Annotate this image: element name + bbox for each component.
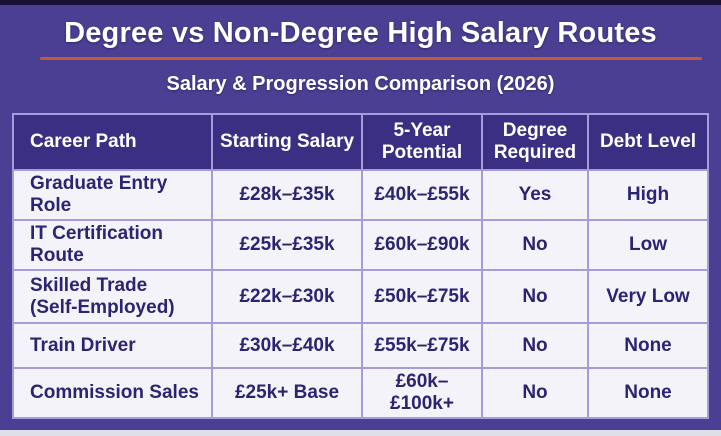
table-row: Skilled Trade (Self-Employed) £22k–£30k … [12, 269, 709, 324]
table-cell-career-path: Graduate Entry Role [12, 169, 213, 221]
table-cell-5-year-potential: £60k–£90k [361, 219, 483, 271]
table-cell-degree-required: No [481, 367, 589, 419]
column-header-debt-level: Debt Level [587, 113, 709, 171]
table-cell-starting-salary: £22k–£30k [211, 269, 363, 324]
table-cell-debt-level: None [587, 367, 709, 419]
table-cell-career-path: Commission Sales [12, 367, 213, 419]
table-cell-starting-salary: £25k–£35k [211, 219, 363, 271]
table-cell-debt-level: Low [587, 219, 709, 271]
title-divider-line [40, 57, 702, 60]
table-header-row: Career Path Starting Salary 5-Year Poten… [12, 113, 709, 171]
table-row: IT Certification Route £25k–£35k £60k–£9… [12, 219, 709, 271]
table-cell-degree-required: No [481, 219, 589, 271]
page-title: Degree vs Non-Degree High Salary Routes [64, 17, 657, 49]
table-cell-5-year-potential: £50k–£75k [361, 269, 483, 324]
page-subtitle: Salary & Progression Comparison (2026) [166, 73, 555, 95]
table-row: Commission Sales £25k+ Base £60k–£100k+ … [12, 367, 709, 419]
table-row: Graduate Entry Role £28k–£35k £40k–£55k … [12, 169, 709, 221]
table-cell-5-year-potential: £60k–£100k+ [361, 367, 483, 419]
table-cell-degree-required: No [481, 269, 589, 324]
table-cell-debt-level: High [587, 169, 709, 221]
table-cell-debt-level: Very Low [587, 269, 709, 324]
table-cell-degree-required: No [481, 322, 589, 369]
table-cell-5-year-potential: £40k–£55k [361, 169, 483, 221]
table-cell-degree-required: Yes [481, 169, 589, 221]
table-row: Train Driver £30k–£40k £55k–£75k No None [12, 322, 709, 369]
table-cell-career-path: IT Certification Route [12, 219, 213, 271]
table-cell-debt-level: None [587, 322, 709, 369]
table-cell-career-path: Train Driver [12, 322, 213, 369]
table-cell-5-year-potential: £55k–£75k [361, 322, 483, 369]
column-header-career-path: Career Path [12, 113, 213, 171]
table-cell-starting-salary: £30k–£40k [211, 322, 363, 369]
column-header-5-year-potential: 5-Year Potential [361, 113, 483, 171]
table-cell-career-path: Skilled Trade (Self-Employed) [12, 269, 213, 324]
top-border-band [0, 0, 721, 5]
salary-comparison-table: Career Path Starting Salary 5-Year Poten… [12, 113, 709, 419]
column-header-degree-required: Degree Required [481, 113, 589, 171]
table-cell-starting-salary: £28k–£35k [211, 169, 363, 221]
bottom-edge-strip [0, 430, 721, 436]
table-cell-starting-salary: £25k+ Base [211, 367, 363, 419]
column-header-starting-salary: Starting Salary [211, 113, 363, 171]
